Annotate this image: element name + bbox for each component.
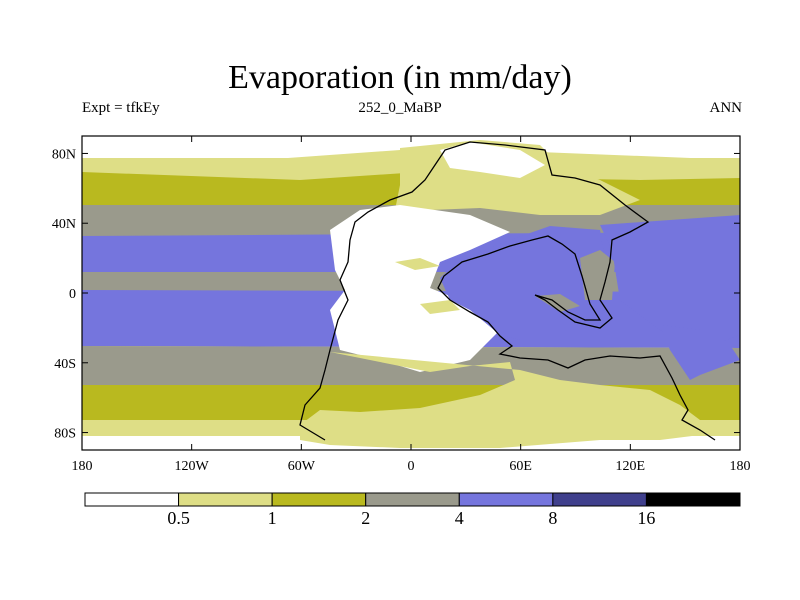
colorbar-swatch bbox=[645, 492, 741, 507]
map-title: Evaporation (in mm/day) bbox=[228, 59, 572, 96]
colorbar-level-label: 1 bbox=[268, 508, 277, 528]
colorbar-level-label: 0.5 bbox=[167, 508, 190, 528]
y-tick-label: 80N bbox=[52, 147, 76, 162]
contour-field bbox=[82, 136, 740, 450]
experiment-label: Expt = tfkEy bbox=[82, 100, 160, 116]
colorbar-swatch bbox=[178, 492, 273, 507]
coastline bbox=[299, 141, 716, 441]
colorbar: 0.5 1 2 4 8 16 bbox=[84, 492, 741, 528]
time-label: 252_0_MaBP bbox=[358, 100, 442, 116]
colorbar-swatch bbox=[458, 492, 554, 507]
axis-ticks: 180 120W 60W 0 60E 120E 180 80N 40N 0 40S 80S bbox=[52, 136, 751, 474]
colorbar-swatch bbox=[271, 492, 367, 507]
colorbar-swatch bbox=[84, 492, 180, 507]
x-tick-label: 120W bbox=[175, 459, 210, 474]
y-tick-label: 0 bbox=[69, 287, 76, 302]
x-tick-label: 120E bbox=[616, 459, 646, 474]
colorbar-swatch bbox=[552, 492, 647, 507]
y-tick-label: 40S bbox=[54, 357, 76, 372]
colorbar-level-label: 16 bbox=[637, 508, 655, 528]
y-tick-label: 40N bbox=[52, 217, 76, 232]
x-tick-label: 60W bbox=[288, 459, 316, 474]
y-tick-label: 80S bbox=[54, 427, 76, 442]
colorbar-level-label: 2 bbox=[361, 508, 370, 528]
season-label: ANN bbox=[709, 100, 743, 116]
x-tick-label: 0 bbox=[408, 459, 415, 474]
x-tick-label: 180 bbox=[730, 459, 751, 474]
x-tick-label: 180 bbox=[72, 459, 93, 474]
colorbar-level-label: 4 bbox=[455, 508, 464, 528]
x-tick-label: 60E bbox=[509, 459, 532, 474]
colorbar-swatch bbox=[365, 492, 460, 507]
colorbar-level-label: 8 bbox=[548, 508, 557, 528]
